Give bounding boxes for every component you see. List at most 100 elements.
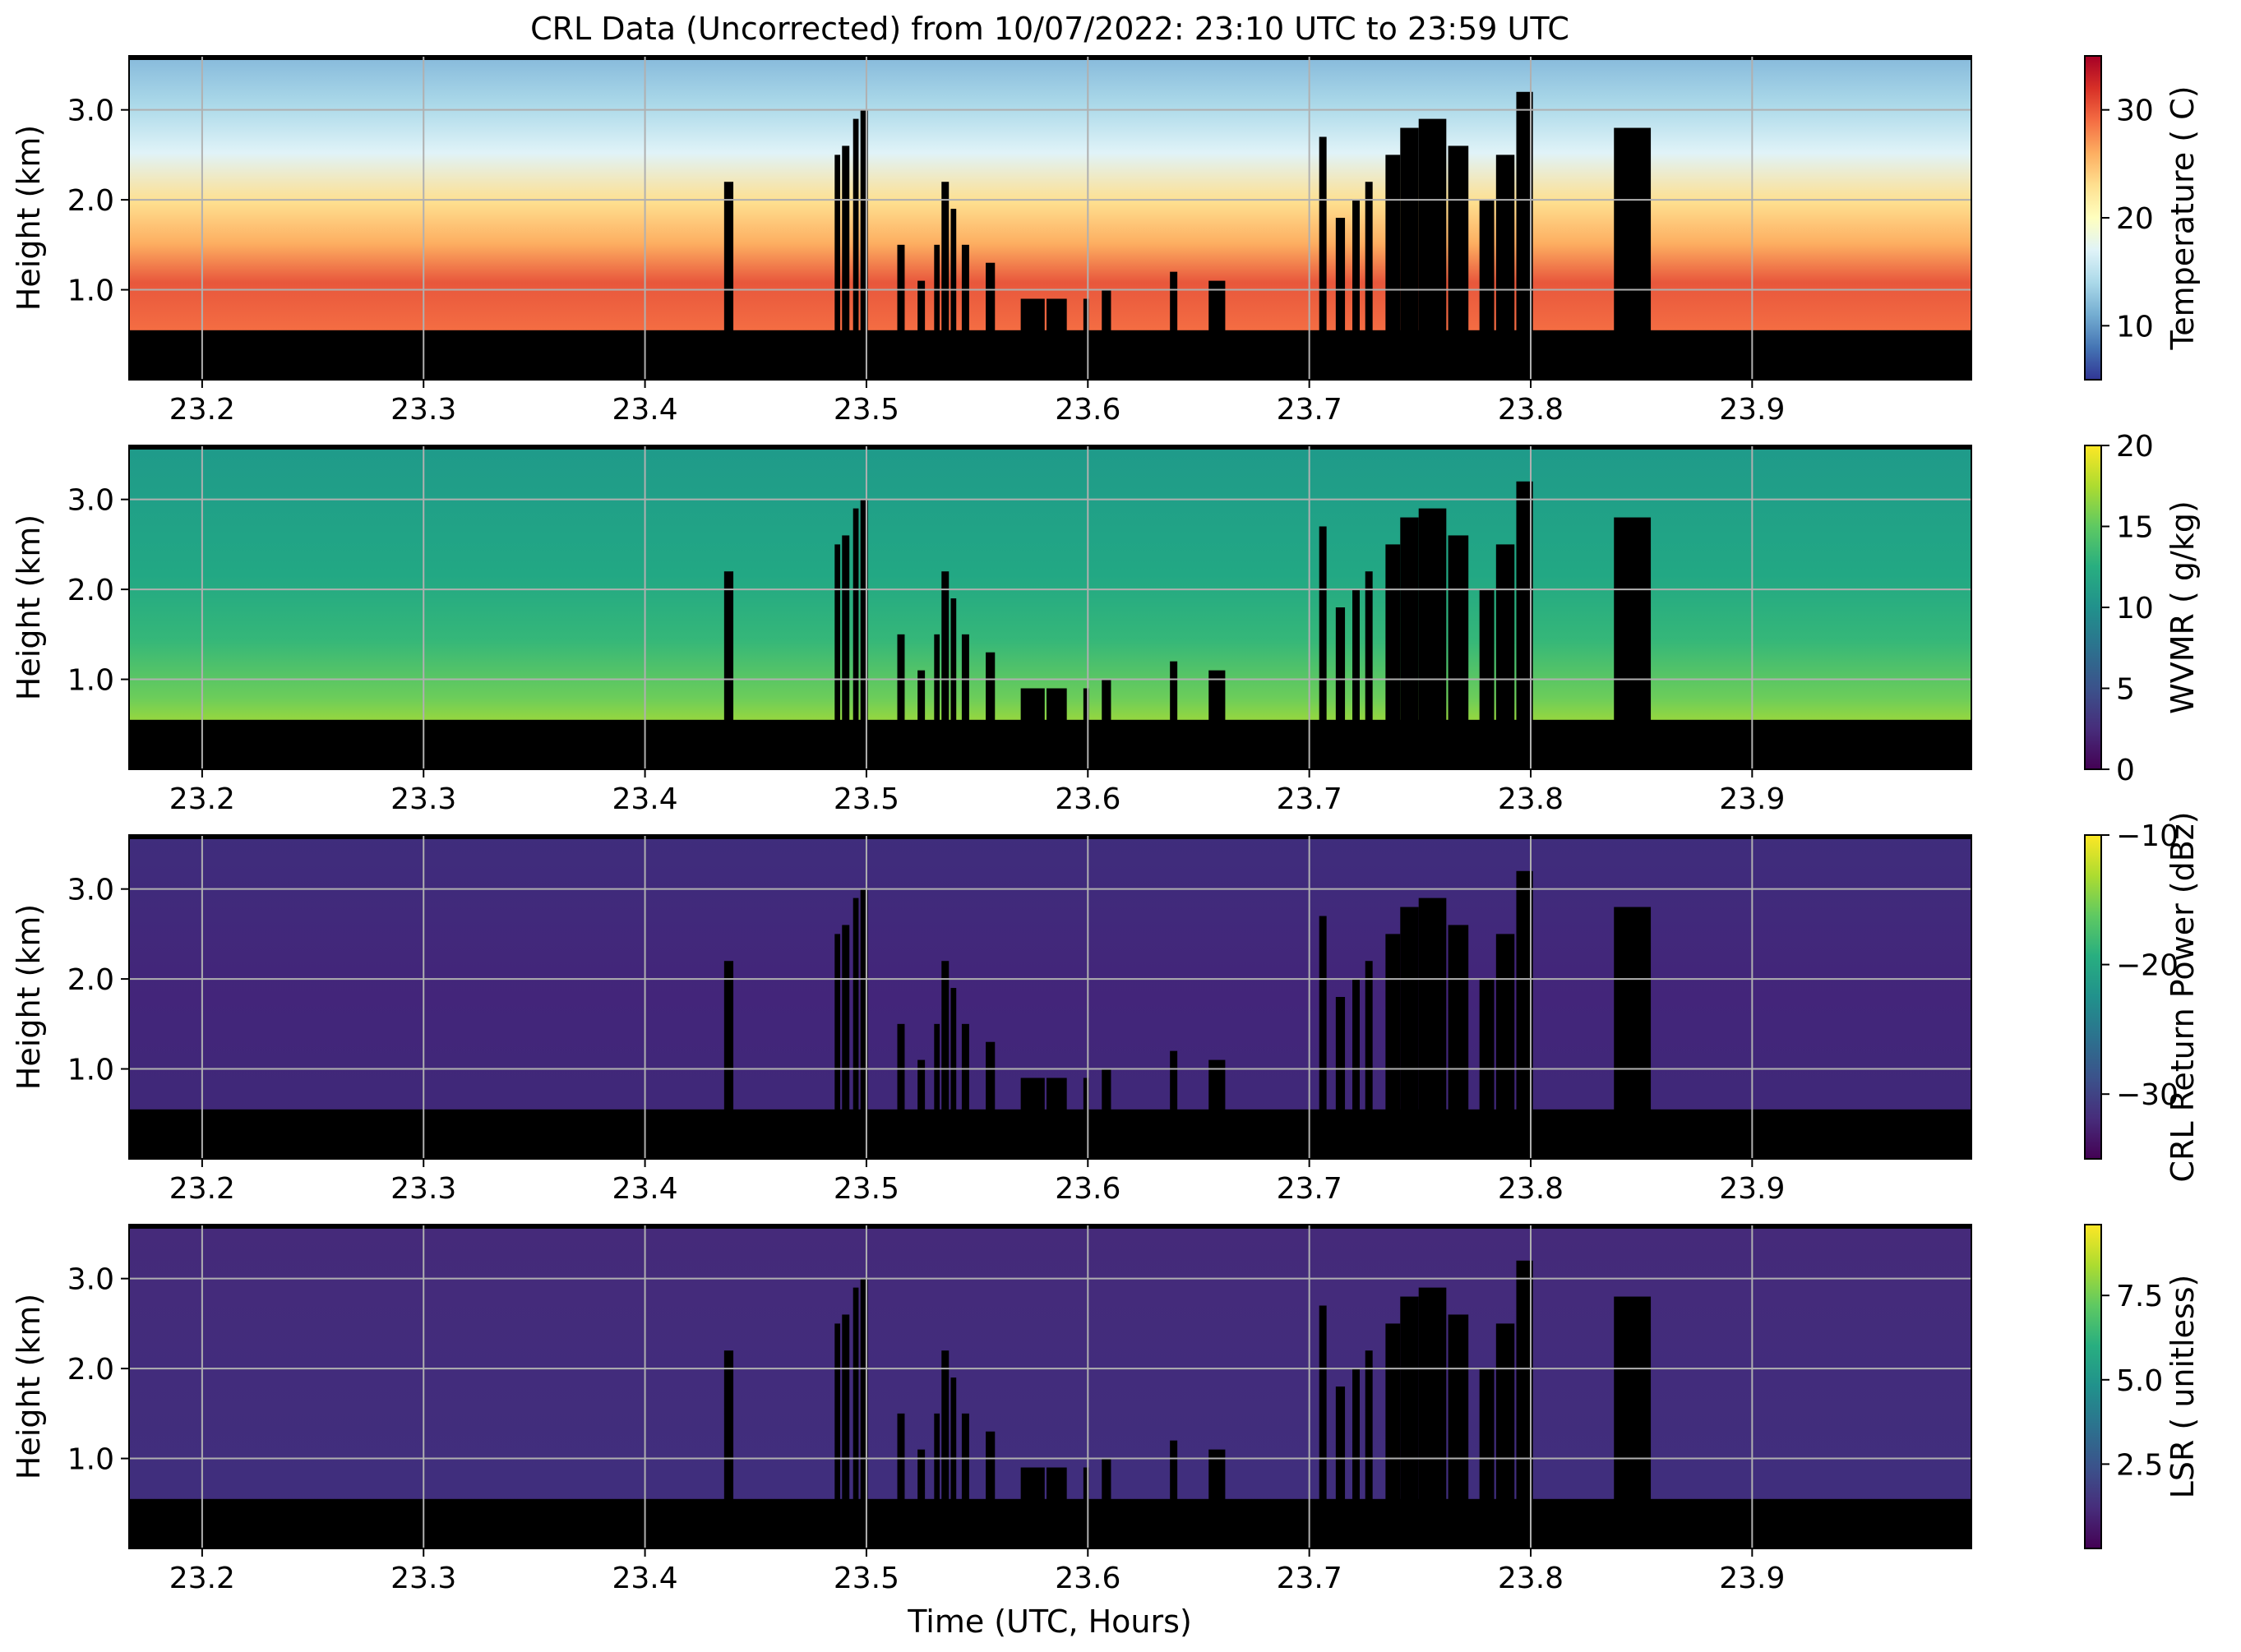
x-tick-label: 23.6 [1055,782,1120,816]
colorbar-tick-label: −20 [2116,949,2179,983]
y-tick-label: 1.0 [67,275,114,308]
masked-column [917,670,926,721]
colorbar-tick-label: 20 [2116,202,2154,236]
masked-column [1400,127,1419,331]
masked-column [1479,979,1495,1110]
x-tick-label: 23.8 [1498,393,1564,427]
masked-column [860,888,868,1110]
masked-column [860,109,868,331]
masked-column [917,1059,926,1110]
masked-column [897,244,905,331]
masked-column [723,1350,734,1500]
x-tick-label: 23.5 [834,393,899,427]
masked-column [1208,1449,1226,1500]
masked-column [1352,979,1360,1110]
top-mask [129,445,1971,450]
colorbar-tick-label: −10 [2116,819,2179,853]
masked-column [1335,997,1346,1110]
ground-mask [129,719,1971,769]
y-tick-label: 3.0 [67,95,114,128]
ground-mask [129,1498,1971,1548]
masked-column [1047,688,1067,721]
masked-column [1448,925,1469,1110]
masked-column [1335,1387,1346,1500]
masked-column [1614,517,1652,721]
masked-column [1047,1077,1067,1110]
masked-column [986,652,996,721]
masked-column [1385,1323,1401,1500]
axes-frame [128,1224,1972,1549]
masked-column [834,934,841,1110]
masked-column [1400,907,1419,1110]
masked-column [1319,136,1327,331]
masked-column [1495,1323,1515,1500]
masked-column [1319,916,1327,1110]
masked-column [1448,535,1469,721]
masked-column [1335,218,1346,331]
masked-column [1448,145,1469,331]
masked-column [1170,661,1178,721]
masked-column [934,1023,940,1110]
colorbar-tick-label: 20 [2116,430,2154,464]
masked-column [834,544,841,721]
masked-column [1020,1467,1045,1500]
x-tick-label: 23.2 [169,1172,235,1206]
masked-column [853,118,859,331]
masked-column [1385,544,1401,721]
x-tick-label: 23.6 [1055,1562,1120,1595]
colorbar [2084,1224,2102,1549]
colorbar [2084,55,2102,381]
masked-column [941,182,950,331]
colorbar [2084,445,2102,770]
masked-column [986,1431,996,1500]
masked-column [1102,1458,1111,1500]
x-tick-label: 23.3 [390,393,456,427]
x-tick-label: 23.7 [1277,1562,1342,1595]
masked-column [1083,298,1089,331]
y-tick-label: 3.0 [67,484,114,518]
colorbar-tick-label: 0 [2116,754,2135,787]
masked-column [950,1377,957,1500]
colorbar-tick-label: 10 [2116,592,2154,625]
masked-column [1083,1077,1089,1110]
masked-column [1418,1287,1447,1500]
masked-column [1400,1296,1419,1500]
masked-column [1102,1068,1111,1110]
y-tick-label: 2.0 [67,963,114,997]
masked-column [853,898,859,1110]
panel-2: 23.2 23.3 23.4 23.5 23.6 23.7 23.8 23.9 1.0 2.0 3.… [11,430,2201,816]
masked-column [1208,670,1226,721]
axes-frame [128,445,1972,770]
x-tick-label: 23.4 [612,1562,678,1595]
x-tick-label: 23.2 [169,393,235,427]
panel-3: 23.2 23.3 23.4 23.5 23.6 23.7 23.8 23.9 1.0 2.0 3.… [11,811,2201,1206]
masked-column [1102,289,1111,331]
y-tick-label: 1.0 [67,1054,114,1087]
masked-column [1385,934,1401,1110]
x-tick-label: 23.5 [834,1562,899,1595]
x-tick-label: 23.3 [390,1562,456,1595]
masked-column [1385,155,1401,331]
panel-4: 23.2 23.3 23.4 23.5 23.6 23.7 23.8 23.9 1.0 2.0 3.… [11,1224,2201,1595]
masked-column [1495,155,1515,331]
masked-column [842,1314,850,1500]
masked-column [1365,182,1373,331]
masked-column [1020,688,1045,721]
masked-column [1418,508,1447,721]
x-tick-label: 23.3 [390,1172,456,1206]
colorbar-label: CRL Return Power (dBz) [2165,811,2201,1182]
colorbar-tick-label: 10 [2116,310,2154,344]
y-tick-label: 1.0 [67,1443,114,1477]
masked-column [860,499,868,721]
masked-column [1170,1050,1178,1110]
masked-column [834,155,841,331]
y-tick-label: 2.0 [67,184,114,218]
x-tick-label: 23.9 [1719,782,1785,816]
masked-column [1418,118,1447,331]
masked-column [941,961,950,1110]
axes-frame [128,55,1972,381]
colorbar-tick-label: −30 [2116,1078,2179,1112]
colorbar-label: LSR ( unitless) [2165,1275,2201,1499]
masked-column [1208,280,1226,331]
